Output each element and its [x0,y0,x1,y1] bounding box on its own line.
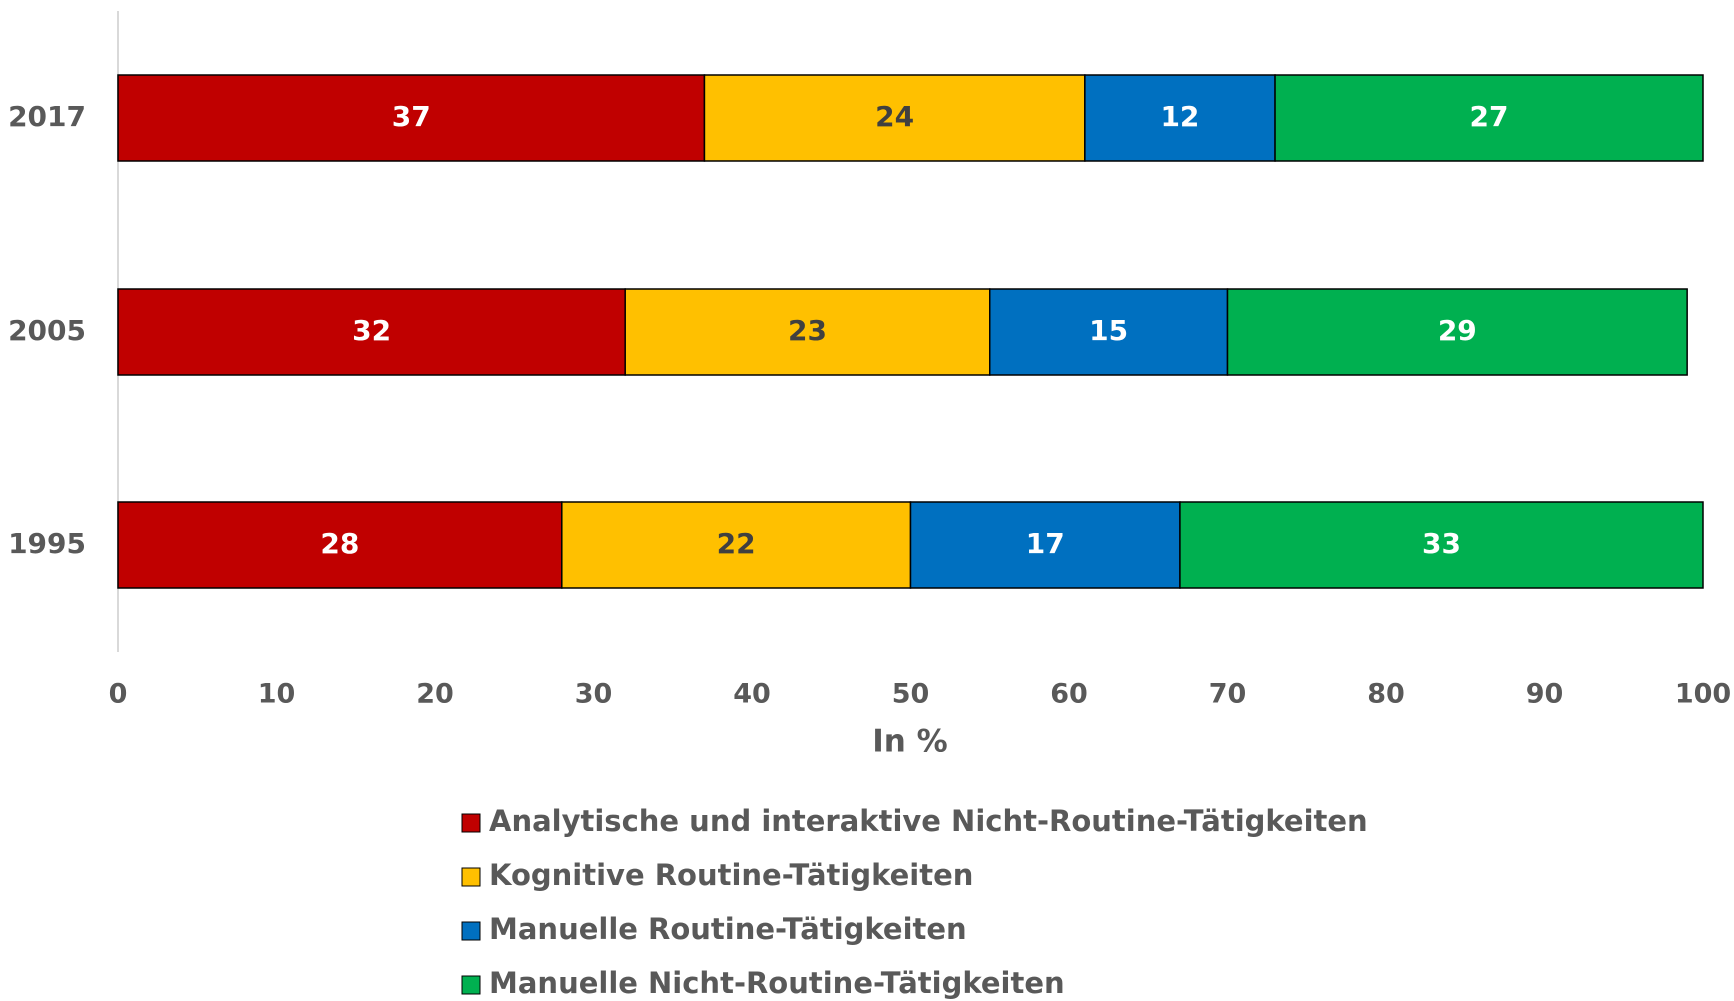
legend-swatch [461,921,481,941]
data-label: 12 [1160,100,1199,133]
bar-segment [703,74,1086,162]
x-tick-label: 70 [1209,679,1247,710]
x-axis-label: In % [872,724,947,760]
legend-label: Manuelle Nicht-Routine-Tätigkeiten [489,966,1065,1000]
data-label: 28 [320,527,359,560]
data-label: 29 [1438,314,1477,347]
legend-label: Kognitive Routine-Tätigkeiten [489,858,973,892]
bar-segment [624,288,991,376]
x-tick-label: 60 [1050,679,1088,710]
data-label: 22 [717,527,756,560]
legend-label: Analytische und interaktive Nicht-Routin… [489,804,1368,838]
data-label: 32 [352,314,391,347]
legend-swatch [461,867,481,887]
x-tick-label: 30 [575,679,613,710]
y-tick-label: 2017 [8,100,86,133]
x-tick-label: 10 [258,679,296,710]
data-label: 27 [1470,100,1509,133]
legend-swatch [461,975,481,995]
bar-segment [117,501,563,589]
x-tick-label: 90 [1526,679,1564,710]
bar-segment [117,74,706,162]
x-tick-label: 0 [109,679,128,710]
y-tick-label: 2005 [8,314,86,347]
bar-segment [1179,501,1704,589]
data-label: 37 [392,100,431,133]
y-tick-label: 1995 [8,527,86,560]
bar-segment [1274,74,1704,162]
bar-segment [1084,74,1276,162]
x-tick-label: 40 [733,679,771,710]
bar-segment [909,501,1181,589]
x-tick-label: 50 [892,679,930,710]
data-label: 23 [788,314,827,347]
x-tick-label: 80 [1367,679,1405,710]
legend-label: Manuelle Routine-Tätigkeiten [489,912,967,946]
x-tick-label: 100 [1675,679,1731,710]
data-label: 17 [1026,527,1065,560]
data-label: 24 [875,100,914,133]
bar-segment [561,501,912,589]
x-tick-label: 20 [416,679,454,710]
legend-swatch [461,813,481,833]
data-label: 15 [1089,314,1128,347]
bar-segment [1226,288,1688,376]
data-label: 33 [1422,527,1461,560]
